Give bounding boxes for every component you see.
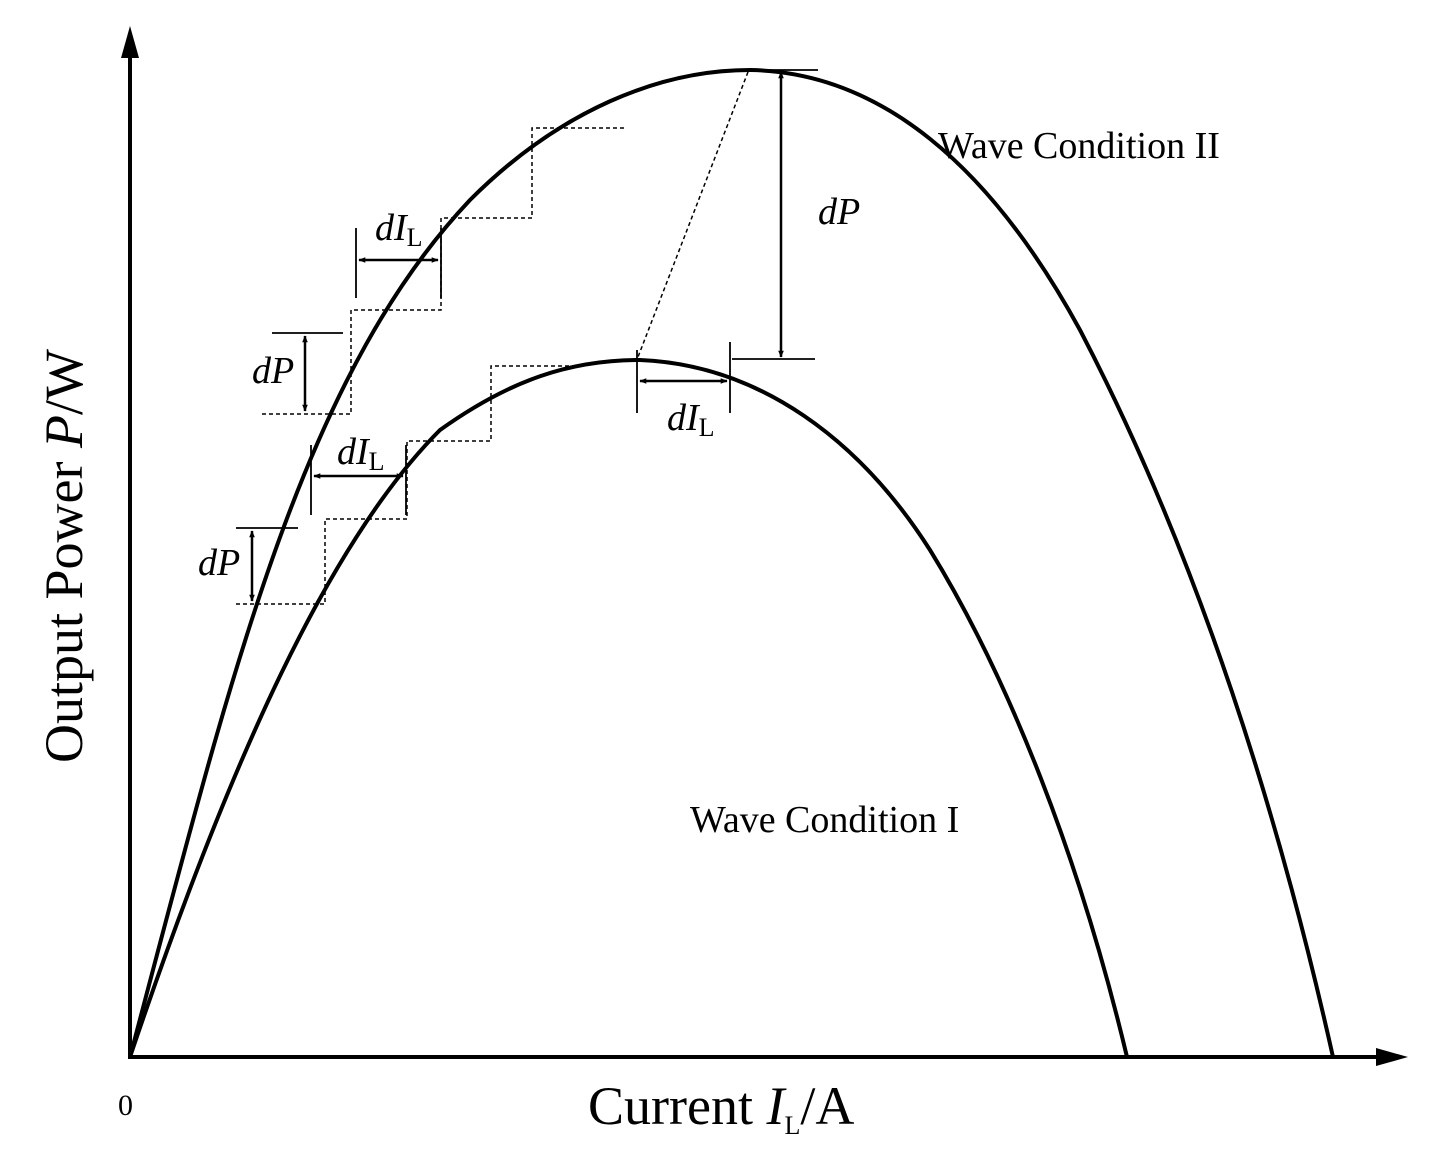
- y-axis-arrowhead: [121, 26, 139, 58]
- x-title-sub: L: [784, 1111, 800, 1140]
- dil-sub: L: [407, 223, 423, 252]
- dil-d: d: [337, 431, 357, 473]
- label-wave-condition-1: Wave Condition I: [690, 799, 959, 841]
- annotation-lines: [236, 69, 818, 529]
- x-axis-title: Current IL/A: [588, 1076, 854, 1140]
- y-title-prefix: Output Power: [34, 448, 94, 763]
- label-wave-condition-2: Wave Condition II: [938, 125, 1220, 167]
- peak-transition-line: [637, 71, 749, 358]
- dp-var: P: [216, 542, 240, 584]
- dil-var: I: [393, 207, 409, 249]
- curve-wave-condition-1: [128, 357, 1129, 1058]
- dil-d: d: [667, 397, 687, 439]
- step-trace-upper: [262, 127, 625, 415]
- x-title-prefix: Current: [588, 1076, 766, 1136]
- dil-sub: L: [699, 413, 715, 442]
- step-trace-lower: [236, 365, 575, 605]
- dil-label-upper: dIL: [375, 207, 423, 252]
- curve-wave-condition-2: [128, 67, 1335, 1058]
- mppt-step-traces: [236, 71, 749, 605]
- x-axis-arrowhead: [1376, 1048, 1408, 1066]
- y-title-suffix: /W: [34, 349, 94, 415]
- origin-label: 0: [118, 1089, 133, 1122]
- x-title-var: I: [765, 1076, 787, 1136]
- dil-var: I: [685, 397, 701, 439]
- dp-d: d: [818, 191, 838, 233]
- dp-label-large: dP: [818, 191, 860, 233]
- power-curves: [128, 67, 1335, 1058]
- y-title-var: P: [34, 415, 94, 449]
- dimension-arrows: [249, 71, 784, 602]
- dil-label-peak: dIL: [667, 397, 715, 442]
- dp-d: d: [198, 542, 218, 584]
- dil-label-lower: dIL: [337, 431, 385, 476]
- dp-d: d: [252, 350, 272, 392]
- y-axis-title: Output Power P/W: [34, 349, 94, 763]
- x-title-suffix: /A: [800, 1076, 854, 1136]
- dil-sub: L: [369, 447, 385, 476]
- axes: [121, 26, 1408, 1066]
- dp-var: P: [270, 350, 294, 392]
- dp-label-upper: dP: [252, 350, 294, 392]
- dp-var: P: [836, 191, 860, 233]
- dp-label-lower: dP: [198, 542, 240, 584]
- dil-d: d: [375, 207, 395, 249]
- dil-var: I: [355, 431, 371, 473]
